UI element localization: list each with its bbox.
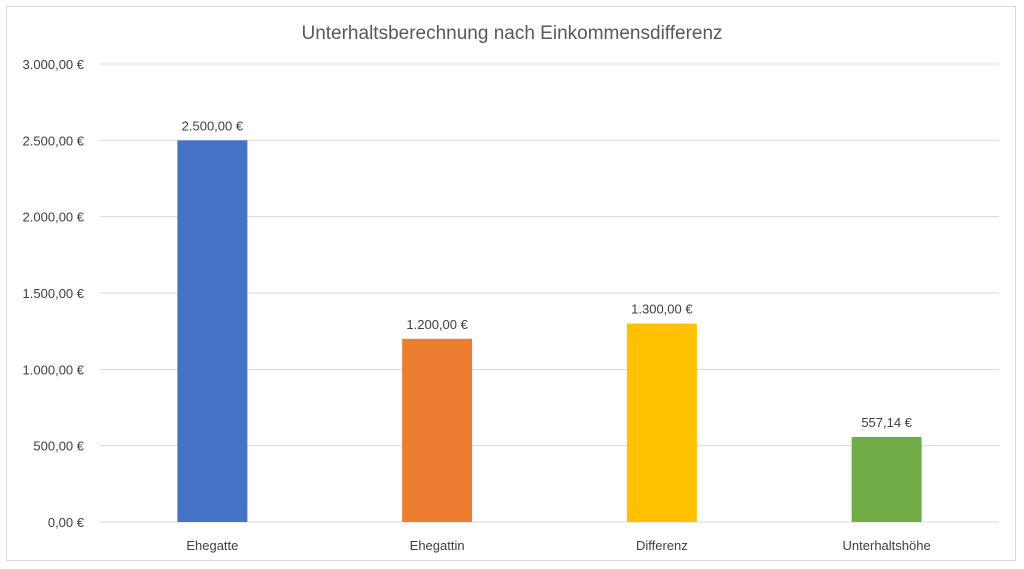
y-axis-tick-labels: 0,00 € 500,00 € 1.000,00 € 1.500,00 € 2.000,… [23,57,85,530]
y-tick-label: 1.000,00 € [23,362,85,377]
chart-frame [6,6,1016,561]
bars [177,140,922,523]
x-category-label: Ehegattin [410,538,465,553]
data-labels: 2.500,00 € 1.200,00 € 1.300,00 € 557,14 € [182,118,913,430]
bar-ehegatte [177,140,248,523]
bar-differenz [626,323,697,522]
x-category-label: Differenz [636,538,688,553]
data-label: 1.300,00 € [631,302,693,317]
y-tick-label: 2.500,00 € [23,133,85,148]
x-axis-category-labels: Ehegatte Ehegattin Differenz Unterhaltshöhe [186,538,930,553]
y-tick-label: 3.000,00 € [23,57,85,72]
data-label: 2.500,00 € [182,118,244,133]
y-tick-label: 1.500,00 € [23,286,85,301]
y-tick-label: 0,00 € [48,515,85,530]
y-tick-label: 2.000,00 € [23,210,85,225]
chart-title: Unterhaltsberechnung nach Einkommensdiff… [301,23,722,44]
data-label: 557,14 € [861,415,912,430]
x-category-label: Unterhaltshöhe [843,538,931,553]
data-label: 1.200,00 € [406,317,468,332]
x-category-label: Ehegatte [186,538,238,553]
bar-ehegattin [402,338,473,522]
bar-unterhaltshöhe [851,436,922,522]
gridlines [100,63,999,523]
y-tick-label: 500,00 € [33,439,84,454]
